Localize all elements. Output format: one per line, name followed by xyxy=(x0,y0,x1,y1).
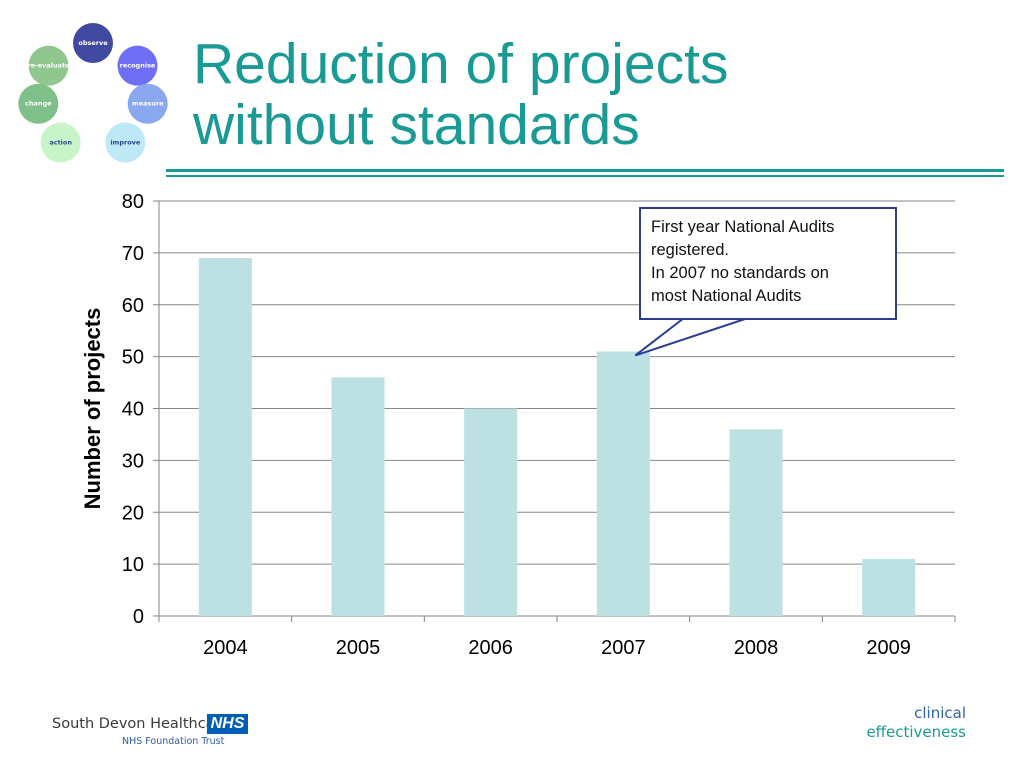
cycle-stage-circle xyxy=(127,83,168,124)
trust-subtitle: NHS Foundation Trust xyxy=(122,736,225,747)
clinical-effectiveness-brand: clinical effectiveness xyxy=(866,704,966,742)
y-tick-label: 10 xyxy=(122,554,144,576)
bar-2009 xyxy=(862,558,916,616)
title-divider xyxy=(166,169,1004,172)
callout-pointer xyxy=(634,317,749,357)
cycle-stage-label: change xyxy=(25,100,52,108)
x-tick-label: 2009 xyxy=(866,637,911,659)
callout-line-3: In 2007 no standards on xyxy=(651,264,829,282)
bar-2005 xyxy=(331,377,385,616)
callout-line-1: First year National Audits xyxy=(651,218,835,236)
cycle-stage-circle xyxy=(73,23,113,63)
y-tick-label: 0 xyxy=(133,606,144,628)
callout-line-4: most National Audits xyxy=(651,287,802,305)
y-tick-label: 70 xyxy=(122,243,144,265)
x-tick-label: 2005 xyxy=(336,637,381,659)
title-line-1: Reduction of projects xyxy=(193,32,729,96)
y-tick-label: 20 xyxy=(122,502,144,524)
bar-2006 xyxy=(464,408,518,616)
brand-line-2: effectiveness xyxy=(866,723,966,741)
y-axis-title: Number of projects xyxy=(80,308,105,510)
cycle-stage-circle xyxy=(18,83,59,124)
callout-line-2: registered. xyxy=(651,241,729,259)
cycle-stage-label: recognise xyxy=(120,62,156,70)
bar-2008 xyxy=(729,429,783,616)
cycle-stage-circle xyxy=(28,45,69,86)
y-tick-label: 30 xyxy=(122,450,144,472)
bar-chart: 0 10 20 30 40 50 60 70 80 2004 2005 2006 2007 2008 200… xyxy=(80,191,956,659)
cycle-stage-label: measure xyxy=(132,100,164,108)
cycle-stage-label: improve xyxy=(110,138,141,146)
cycle-stage-circle xyxy=(105,122,146,163)
y-tick-label: 40 xyxy=(122,399,144,421)
x-tick-label: 2008 xyxy=(734,637,779,659)
cycle-stage-label: action xyxy=(49,138,72,146)
trust-name: South Devon Healthcare xyxy=(52,716,230,732)
bar-2004 xyxy=(198,258,252,616)
bar-2007 xyxy=(596,351,650,616)
slide-title: Reduction of projects without standards xyxy=(193,34,728,156)
title-line-2: without standards xyxy=(193,93,640,157)
y-tick-label: 60 xyxy=(122,295,144,317)
cycle-stage-label: re-evaluate xyxy=(27,62,70,70)
cycle-stage-circle xyxy=(117,45,158,86)
annotation-callout: First year National Audits registered. I… xyxy=(639,207,897,320)
cycle-stage-circle xyxy=(40,122,81,163)
x-tick-label: 2007 xyxy=(601,637,646,659)
y-tick-label: 80 xyxy=(122,191,144,213)
nhs-badge: NHS xyxy=(207,714,248,734)
cycle-stage-label: observe xyxy=(78,39,108,47)
x-tick-label: 2004 xyxy=(203,637,248,659)
title-divider-secondary xyxy=(166,175,1004,177)
brand-line-1: clinical xyxy=(914,704,966,722)
audit-cycle-logo: observe recognise measure improve action chan… xyxy=(18,23,168,163)
x-tick-label: 2006 xyxy=(468,637,513,659)
y-tick-label: 50 xyxy=(122,347,144,369)
